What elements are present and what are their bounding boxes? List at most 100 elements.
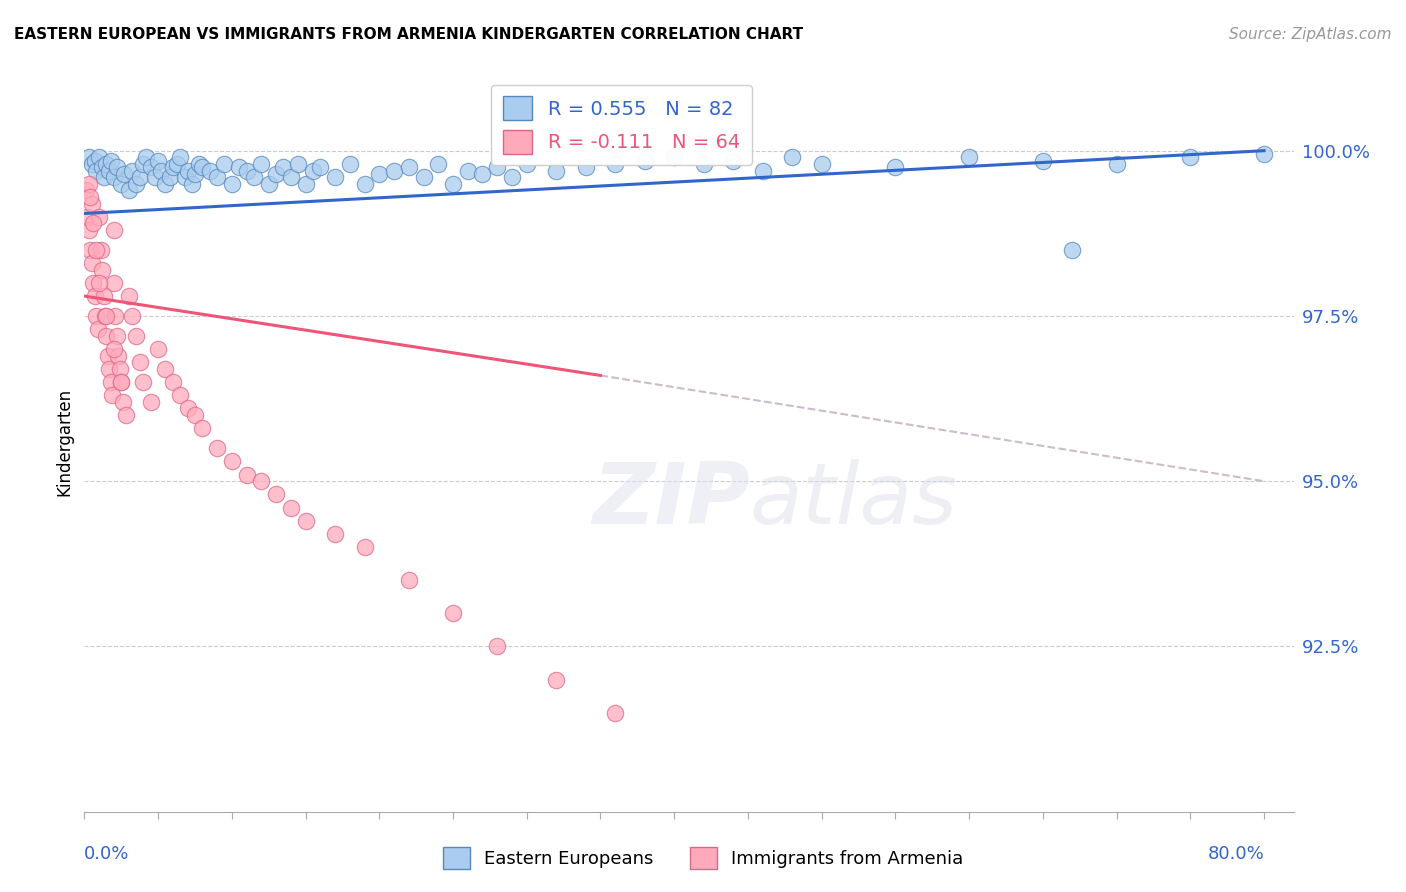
Point xyxy=(205,441,228,455)
Point xyxy=(323,527,346,541)
Point xyxy=(110,375,132,389)
Point xyxy=(90,243,112,257)
Point xyxy=(221,454,243,468)
Point xyxy=(162,375,184,389)
Point xyxy=(250,474,273,488)
Point xyxy=(243,170,266,185)
Point xyxy=(91,262,114,277)
Point xyxy=(575,160,598,174)
Text: 80.0%: 80.0% xyxy=(1208,845,1264,863)
Point xyxy=(121,309,143,323)
Point xyxy=(97,349,120,363)
Point xyxy=(884,160,907,174)
Point xyxy=(273,160,295,174)
Point xyxy=(205,170,228,185)
Point xyxy=(87,150,110,164)
Point xyxy=(235,467,257,482)
Point xyxy=(114,408,136,422)
Point xyxy=(191,421,214,435)
Point xyxy=(257,177,280,191)
Point xyxy=(80,157,103,171)
Point xyxy=(84,163,107,178)
Legend: R = 0.555   N = 82, R = -0.111   N = 64: R = 0.555 N = 82, R = -0.111 N = 64 xyxy=(492,85,752,165)
Point xyxy=(457,163,479,178)
Point xyxy=(105,328,128,343)
Point xyxy=(398,160,420,174)
Point xyxy=(176,163,198,178)
Point xyxy=(135,150,157,164)
Point xyxy=(516,157,538,171)
Point xyxy=(323,170,346,185)
Point xyxy=(155,361,177,376)
Point xyxy=(80,196,103,211)
Point xyxy=(441,607,464,621)
Point xyxy=(228,160,250,174)
Point xyxy=(353,541,375,555)
Point xyxy=(103,223,125,237)
Point xyxy=(198,163,221,178)
Text: atlas: atlas xyxy=(749,459,957,542)
Point xyxy=(302,163,325,178)
Point xyxy=(166,157,188,171)
Point xyxy=(129,355,152,369)
Point xyxy=(84,309,107,323)
Point xyxy=(105,160,128,174)
Point xyxy=(546,163,568,178)
Point xyxy=(75,183,97,197)
Point xyxy=(139,160,162,174)
Point xyxy=(87,276,110,290)
Point xyxy=(91,160,114,174)
Point xyxy=(1253,147,1275,161)
Point xyxy=(1062,243,1084,257)
Point xyxy=(117,183,139,197)
Point xyxy=(184,167,207,181)
Point xyxy=(100,375,122,389)
Point xyxy=(1180,150,1202,164)
Point xyxy=(398,574,420,588)
Point xyxy=(111,395,134,409)
Point xyxy=(132,157,155,171)
Point xyxy=(146,153,169,168)
Point xyxy=(125,177,148,191)
Point xyxy=(235,163,257,178)
Point xyxy=(146,342,169,356)
Point xyxy=(1032,153,1054,168)
Point xyxy=(169,388,191,402)
Point xyxy=(76,210,98,224)
Point xyxy=(108,361,131,376)
Point xyxy=(692,157,714,171)
Point xyxy=(309,160,332,174)
Point xyxy=(214,157,236,171)
Point xyxy=(221,177,243,191)
Y-axis label: Kindergarten: Kindergarten xyxy=(55,387,73,496)
Point xyxy=(98,163,121,178)
Point xyxy=(184,408,207,422)
Point xyxy=(287,157,309,171)
Point xyxy=(412,170,434,185)
Point xyxy=(80,256,103,270)
Text: Source: ZipAtlas.com: Source: ZipAtlas.com xyxy=(1229,27,1392,42)
Point xyxy=(471,167,494,181)
Point xyxy=(169,150,191,164)
Point xyxy=(294,514,316,528)
Point xyxy=(98,361,121,376)
Point xyxy=(110,177,132,191)
Point xyxy=(181,177,204,191)
Point xyxy=(751,163,773,178)
Legend: Eastern Europeans, Immigrants from Armenia: Eastern Europeans, Immigrants from Armen… xyxy=(433,838,973,879)
Point xyxy=(368,167,391,181)
Point xyxy=(664,150,686,164)
Point xyxy=(280,170,302,185)
Point xyxy=(121,163,143,178)
Point xyxy=(82,276,104,290)
Text: EASTERN EUROPEAN VS IMMIGRANTS FROM ARMENIA KINDERGARTEN CORRELATION CHART: EASTERN EUROPEAN VS IMMIGRANTS FROM ARME… xyxy=(14,27,803,42)
Point xyxy=(100,153,122,168)
Point xyxy=(101,388,124,402)
Point xyxy=(159,170,181,185)
Point xyxy=(77,177,100,191)
Point xyxy=(112,167,135,181)
Point xyxy=(382,163,405,178)
Point xyxy=(83,153,105,168)
Point xyxy=(546,673,568,687)
Point xyxy=(634,153,657,168)
